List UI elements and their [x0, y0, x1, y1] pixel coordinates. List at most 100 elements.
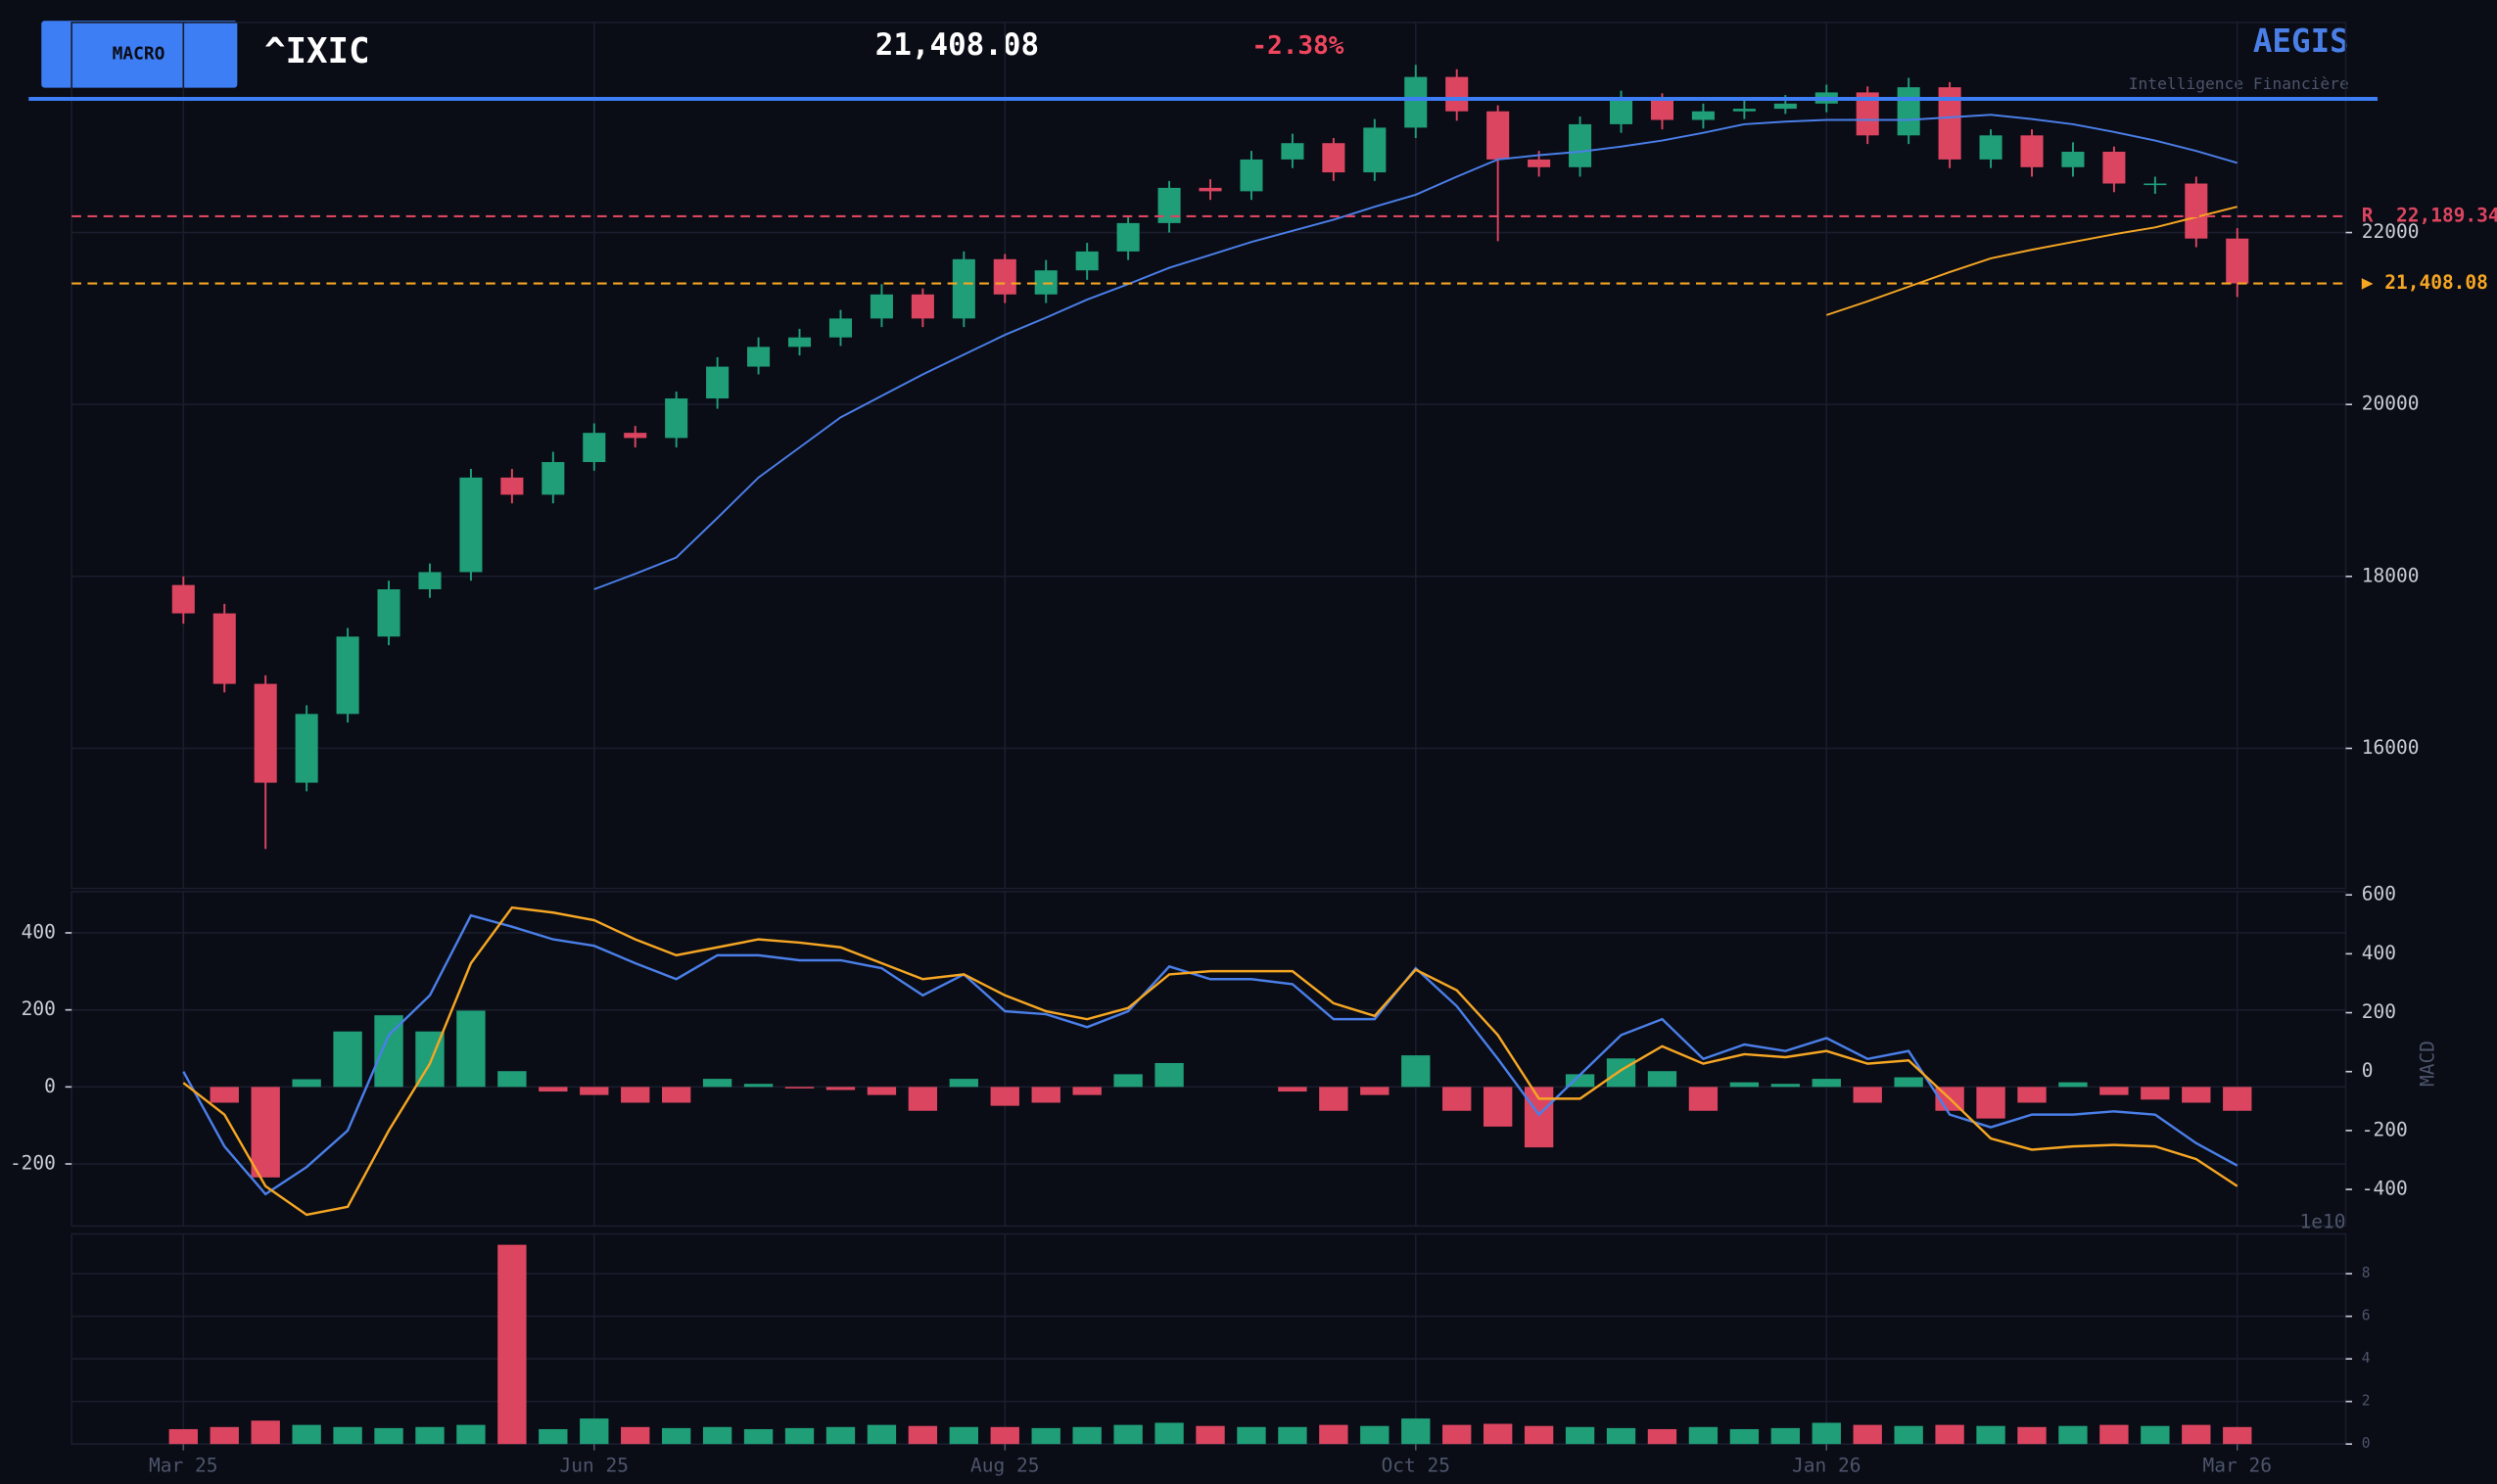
volume-bar: [867, 1424, 897, 1445]
macro-button[interactable]: [41, 21, 238, 88]
panel-frame: [71, 891, 2347, 1228]
candle-body: [1075, 251, 1099, 271]
tick-label: 20000: [2362, 393, 2420, 415]
volume-bar: [990, 1426, 1019, 1445]
macd-histogram-bar: [292, 1079, 321, 1088]
macd-line: [182, 913, 2238, 1196]
volume-bar: [2182, 1424, 2211, 1445]
tick-label: 200: [22, 997, 56, 1020]
candle-body: [1609, 98, 1633, 124]
candle-body: [459, 477, 483, 573]
macd-histogram-bar: [2058, 1082, 2088, 1088]
tick-label: 0: [2362, 1059, 2374, 1082]
volume-bar: [333, 1426, 362, 1445]
macd-histogram-bar: [1113, 1074, 1143, 1088]
candle-body: [2144, 183, 2167, 186]
macd-histogram-bar: [990, 1087, 1019, 1106]
x-tick-label: Jan 26: [1792, 1454, 1861, 1476]
candle-body: [870, 294, 893, 319]
candle-body: [1322, 143, 1345, 173]
macd-histogram-bar: [580, 1087, 609, 1095]
volume-bar: [1935, 1424, 1964, 1445]
tick-label: -200: [10, 1152, 56, 1175]
x-tick-label: Mar 25: [149, 1454, 217, 1476]
volume-bar: [743, 1428, 774, 1445]
macd-line: [182, 905, 2238, 1217]
volume-bar: [539, 1428, 568, 1445]
macd-histogram-bar: [1072, 1087, 1102, 1095]
volume-bar: [784, 1427, 815, 1445]
candle-body: [1486, 111, 1510, 160]
macd-histogram-bar: [949, 1079, 979, 1088]
volume-bar: [661, 1427, 691, 1445]
volume-bar: [702, 1426, 732, 1445]
candle-body: [787, 337, 812, 348]
candle-body: [418, 572, 442, 590]
macd-histogram-bar: [2017, 1087, 2047, 1103]
macd-histogram-bar: [1812, 1079, 1841, 1088]
volume-bar: [1237, 1426, 1266, 1445]
volume-bar: [1113, 1424, 1143, 1445]
volume-bar: [2099, 1424, 2129, 1445]
volume-bar: [1154, 1422, 1184, 1445]
volume-bar: [251, 1420, 280, 1445]
volume-bar: [1360, 1425, 1390, 1445]
macd-histogram-bar: [1853, 1087, 1882, 1103]
volume-bar: [1565, 1426, 1595, 1445]
candle-body: [2226, 238, 2249, 284]
volume-bar: [168, 1428, 198, 1445]
candle-body: [1732, 109, 1756, 112]
volume-bar: [1812, 1422, 1841, 1445]
volume-bar: [580, 1418, 609, 1445]
candle-body: [500, 477, 524, 495]
macd-histogram-bar: [1442, 1087, 1472, 1111]
button-label[interactable]: MACRO: [113, 43, 165, 64]
macd-histogram-bar: [1729, 1082, 1760, 1088]
level-label: R 22,189.34: [2362, 204, 2497, 226]
volume-bar: [1770, 1427, 1800, 1445]
volume-bar: [1442, 1424, 1472, 1445]
volume-bar: [1976, 1425, 2005, 1445]
change: -2.38%: [1251, 31, 1343, 61]
volume-bar: [374, 1427, 403, 1445]
volume-bar: [1031, 1427, 1060, 1445]
panel-frame: [71, 22, 2347, 890]
macd-histogram-bar: [2223, 1087, 2252, 1111]
candle-body: [1897, 87, 1920, 136]
price: 21,408.08: [875, 27, 1039, 63]
macd-histogram-bar: [825, 1087, 856, 1090]
volume-bar: [1524, 1425, 1554, 1445]
macd-histogram-bar: [1976, 1087, 2005, 1119]
tick-label: 8: [2362, 1265, 2371, 1281]
candle-body: [706, 366, 730, 399]
candle-body: [336, 636, 359, 715]
tick-label: 6: [2362, 1308, 2371, 1324]
moving-average: [1825, 206, 2238, 316]
x-tick-label: Mar 26: [2203, 1454, 2272, 1476]
candle-body: [2061, 152, 2085, 167]
volume-bar: [1196, 1425, 1225, 1445]
candle-body: [2185, 183, 2208, 239]
tick-label: 200: [2362, 1000, 2396, 1023]
candle-body: [583, 433, 606, 463]
macd-histogram-bar: [702, 1079, 732, 1088]
candle-body: [1445, 76, 1469, 112]
macd-histogram-bar: [908, 1087, 938, 1111]
candle-body: [1691, 111, 1715, 120]
volume-bar: [1072, 1426, 1102, 1445]
candle-body: [1569, 123, 1592, 167]
macd-histogram-bar: [1401, 1055, 1431, 1088]
macd-histogram-bar: [1524, 1087, 1554, 1148]
x-tick-label: Oct 25: [1382, 1454, 1450, 1476]
candle-body: [1199, 187, 1222, 192]
tick-label: 16000: [2362, 736, 2420, 759]
candle-body: [295, 714, 318, 783]
candle-body: [212, 613, 236, 684]
candle-body: [542, 462, 565, 495]
tick-label: 0: [44, 1075, 56, 1097]
volume-bar: [2017, 1426, 2047, 1445]
tagline: Intelligence Financière: [2129, 74, 2349, 93]
volume-bar: [1688, 1426, 1719, 1445]
